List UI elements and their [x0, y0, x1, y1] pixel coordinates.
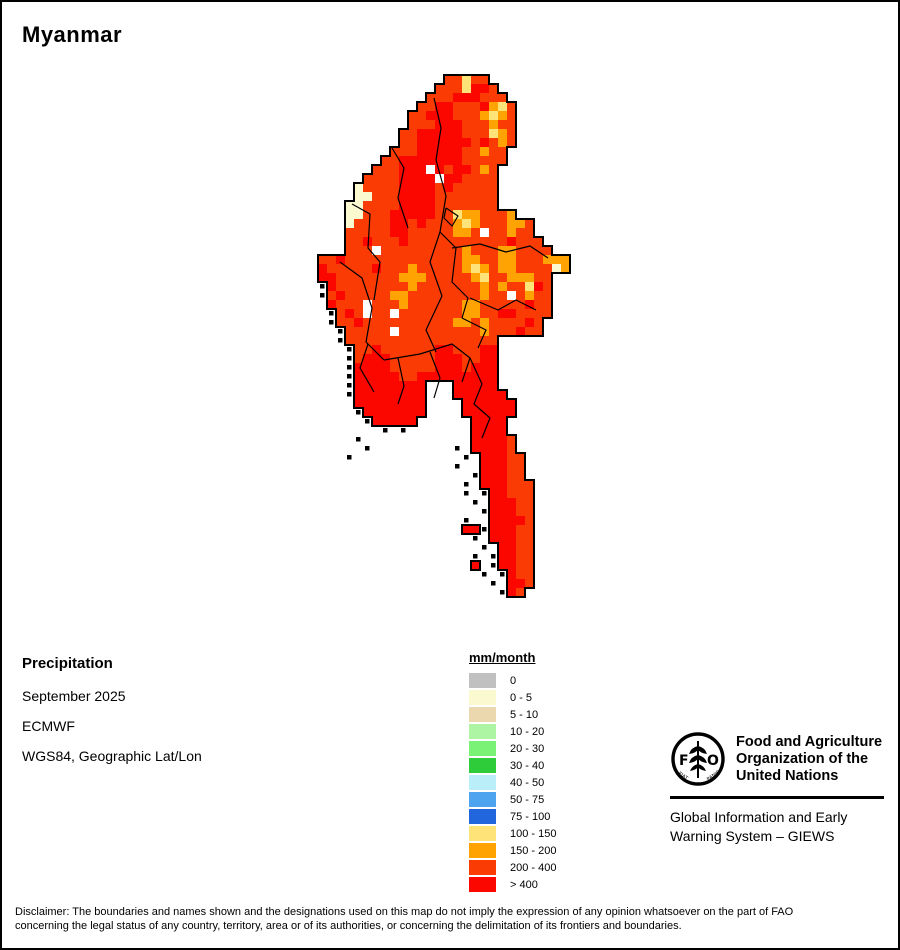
legend-swatch — [469, 673, 496, 688]
fao-title: Food and Agriculture Organization of the… — [736, 734, 883, 784]
coastal-islands — [320, 284, 505, 595]
legend-items: 0 0 - 5 5 - 10 10 - 20 20 - 30 30 - 40 40 - 50… — [469, 672, 556, 893]
disclaimer-text: Disclaimer: The boundaries and names sho… — [15, 906, 794, 932]
giews-label: Global Information and Early Warning Sys… — [670, 808, 848, 844]
fao-logo-icon: F O FIAT PANIS — [671, 732, 725, 786]
legend-swatch — [469, 758, 496, 773]
legend-label: 200 - 400 — [510, 861, 557, 874]
country-outline — [317, 74, 571, 598]
legend-swatch — [469, 741, 496, 756]
svg-text:O: O — [707, 753, 719, 769]
legend-swatch — [469, 860, 496, 875]
legend-item: 100 - 150 — [469, 825, 556, 842]
legend-swatch — [469, 792, 496, 807]
legend-label: 150 - 200 — [510, 844, 557, 857]
legend-item: 50 - 75 — [469, 791, 556, 808]
legend-item: 30 - 40 — [469, 757, 556, 774]
svg-text:F: F — [679, 753, 689, 769]
legend-label: 0 — [510, 674, 517, 687]
legend-label: 10 - 20 — [510, 725, 545, 738]
legend-swatch — [469, 877, 496, 892]
internal-boundaries — [339, 97, 549, 439]
legend-label: 40 - 50 — [510, 776, 545, 789]
date-label: September 2025 — [22, 688, 126, 704]
legend-item: 75 - 100 — [469, 808, 556, 825]
legend-item: 10 - 20 — [469, 723, 556, 740]
legend-label: > 400 — [510, 878, 538, 891]
legend-title: mm/month — [469, 650, 536, 665]
legend-swatch — [469, 809, 496, 824]
projection-label: WGS84, Geographic Lat/Lon — [22, 748, 202, 764]
giews-divider — [670, 796, 884, 799]
legend-swatch — [469, 843, 496, 858]
parameter-label: Precipitation — [22, 655, 113, 672]
legend-label: 75 - 100 — [510, 810, 551, 823]
legend-item: > 400 — [469, 876, 556, 893]
legend-item: 20 - 30 — [469, 740, 556, 757]
map-raster-cells — [318, 75, 570, 597]
legend-label: 50 - 75 — [510, 793, 545, 806]
legend-item: 0 - 5 — [469, 689, 556, 706]
source-label: ECMWF — [22, 718, 75, 734]
legend-swatch — [469, 707, 496, 722]
legend-item: 40 - 50 — [469, 774, 556, 791]
legend-label: 20 - 30 — [510, 742, 545, 755]
legend-swatch — [469, 775, 496, 790]
legend-label: 100 - 150 — [510, 827, 557, 840]
legend-swatch — [469, 724, 496, 739]
svg-text:FIAT: FIAT — [677, 771, 690, 782]
legend-item: 200 - 400 — [469, 859, 556, 876]
fao-giews-block: F O FIAT PANIS Food and Agriculture Orga… — [670, 731, 886, 846]
legend-label: 5 - 10 — [510, 708, 539, 721]
page-title: Myanmar — [22, 22, 123, 47]
legend-label: 30 - 40 — [510, 759, 545, 772]
legend-item: 5 - 10 — [469, 706, 556, 723]
legend-swatch — [469, 690, 496, 705]
legend-swatch — [469, 826, 496, 841]
svg-text:PANIS: PANIS — [706, 769, 721, 782]
legend-item: 0 — [469, 672, 556, 689]
legend-item: 150 - 200 — [469, 842, 556, 859]
legend-label: 0 - 5 — [510, 691, 533, 704]
legend: mm/month 0 0 - 5 5 - 10 10 - 20 20 - 30 30 - … — [469, 650, 556, 893]
